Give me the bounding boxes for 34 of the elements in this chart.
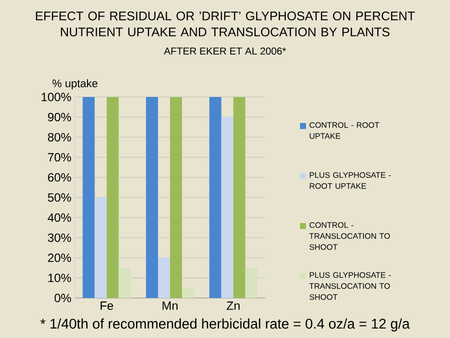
x-tick-label: Zn	[226, 302, 240, 310]
y-tick-label: 90%	[48, 112, 72, 122]
legend-label: CONTROL - TRANSLOCATION TO SHOOT	[309, 222, 390, 250]
bar	[245, 268, 258, 298]
y-tick-label: 40%	[48, 213, 72, 222]
bar	[209, 97, 222, 298]
y-tick-label: 70%	[48, 153, 72, 162]
y-tick-label: 10%	[48, 274, 72, 282]
bar	[82, 97, 95, 298]
bar	[221, 117, 234, 298]
bar	[158, 258, 170, 298]
legend-label: PLUS GLYPHOSATE - TRANSLOCATION TO SHOOT	[309, 272, 391, 300]
y-axis-title: % uptake	[52, 79, 98, 90]
x-tick-label: Mn	[162, 302, 178, 310]
bar	[118, 268, 131, 298]
bar	[170, 97, 182, 298]
y-tick-label: 80%	[48, 132, 72, 142]
chart-title: EFFECT OF RESIDUAL OR ’DRIFT’ GLYPHOSATE ON PERCENT NUTRIENT UPTAKE AND TRANSLOCATION BY PLANTS	[36, 12, 415, 36]
legend-label: CONTROL - ROOT UPTAKE	[310, 122, 380, 139]
text: * 1/40th of recommended herbicidal rate = 0.4 oz/a = 12 g/a	[40, 318, 410, 332]
bar	[233, 97, 246, 298]
y-tick-label: 50%	[48, 193, 72, 202]
y-tick-label: 0%	[54, 294, 72, 302]
chart-subtitle: AFTER EKER ET AL 2006*	[164, 48, 286, 55]
y-tick-label: 30%	[48, 233, 72, 242]
y-tick-label: 100%	[42, 92, 72, 102]
bar	[182, 288, 194, 298]
legend-label: PLUS GLYPHOSATE - ROOT UPTAKE	[310, 172, 391, 189]
x-tick-label: Fe	[100, 302, 114, 310]
bar	[106, 97, 119, 298]
y-tick-label: 20%	[48, 254, 72, 262]
bar	[94, 198, 107, 298]
y-tick-label: 60%	[48, 173, 72, 182]
bar	[146, 97, 158, 298]
